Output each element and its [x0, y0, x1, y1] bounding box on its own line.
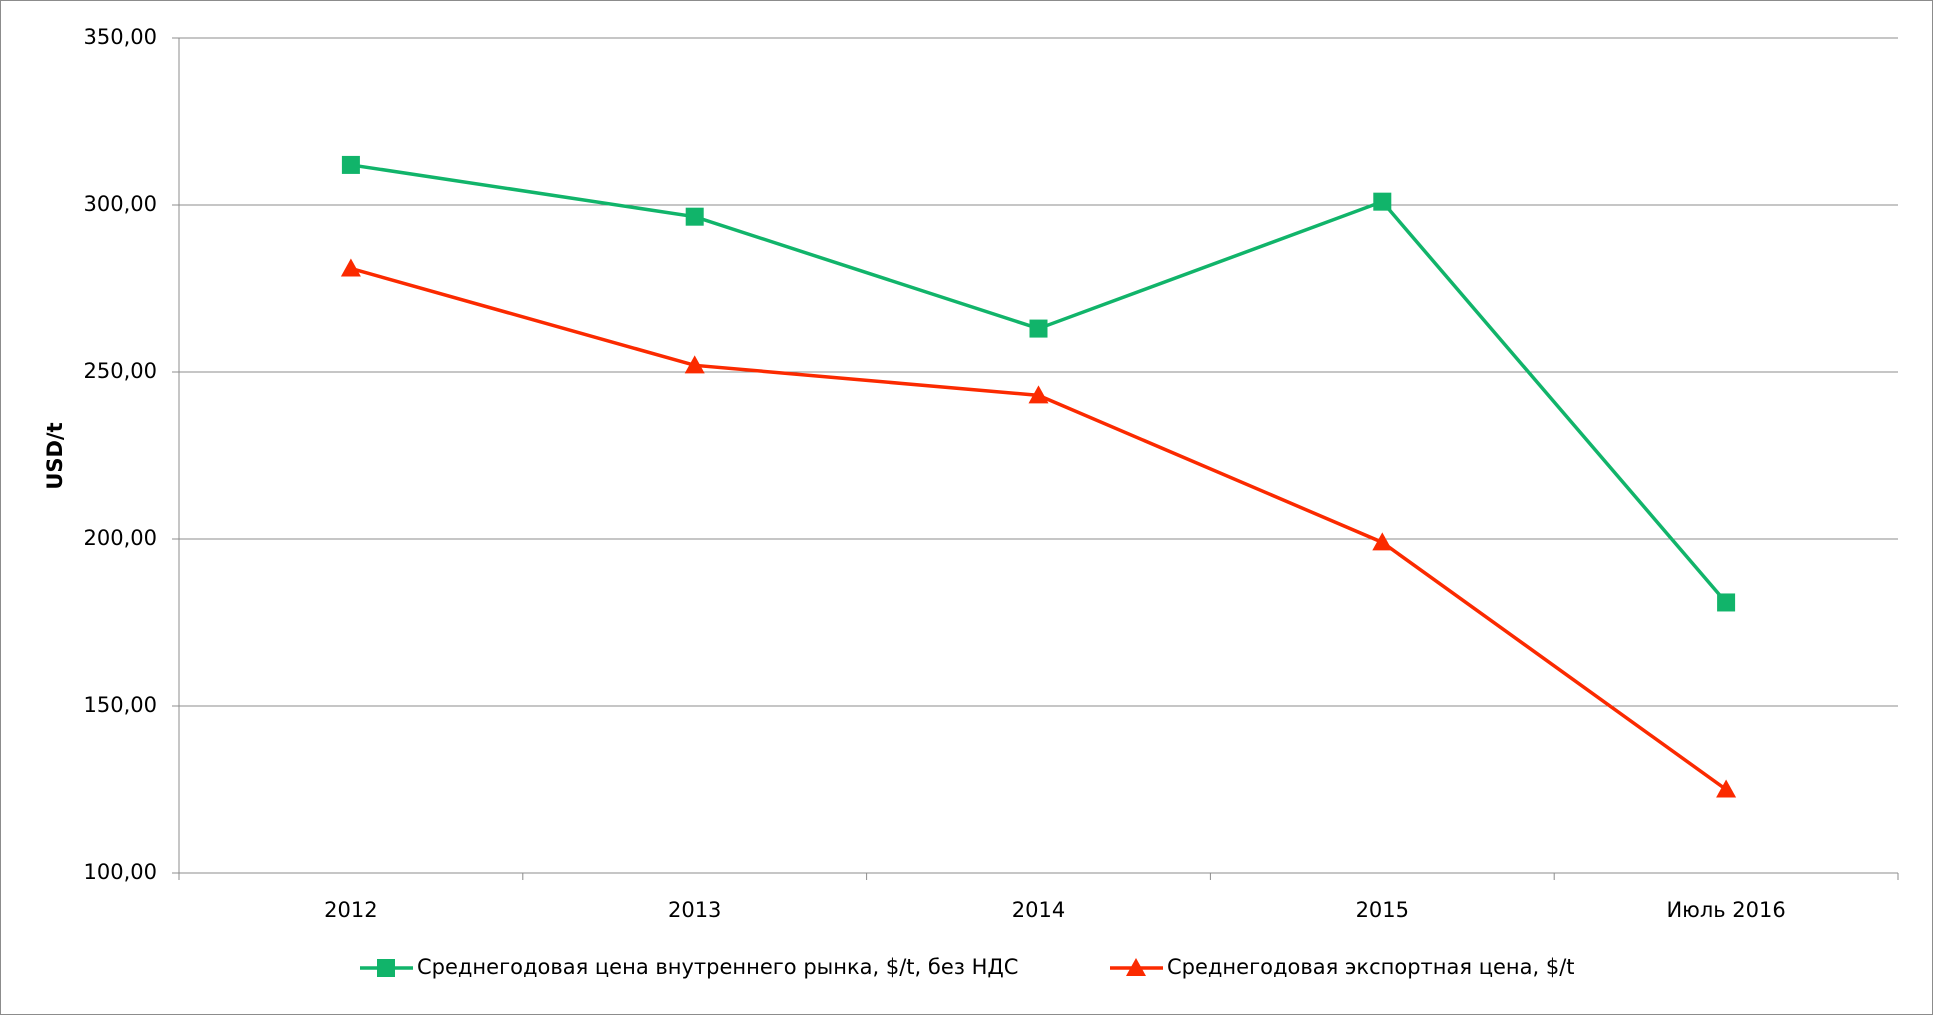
- legend-label: Среднегодовая цена внутреннего рынка, $/…: [417, 955, 1018, 979]
- x-tick-label: Июль 2016: [1666, 898, 1785, 922]
- y-tick-label: 350,00: [84, 25, 157, 49]
- y-tick-label: 200,00: [84, 526, 157, 550]
- data-point: [1373, 192, 1392, 211]
- data-point: [1372, 532, 1393, 551]
- data-point: [341, 155, 360, 174]
- y-tick-label: 100,00: [84, 860, 157, 884]
- data-point: [1716, 779, 1737, 798]
- y-tick-label: 150,00: [84, 693, 157, 717]
- y-tick-label: 300,00: [84, 192, 157, 216]
- legend-marker: [377, 959, 395, 977]
- x-tick-label: 2012: [324, 898, 377, 922]
- y-axis-label: USD/t: [43, 422, 67, 489]
- data-point: [1029, 319, 1048, 338]
- x-tick-label: 2015: [1356, 898, 1409, 922]
- data-point: [685, 207, 704, 226]
- data-point: [340, 258, 361, 277]
- legend-label: Среднегодовая экспортная цена, $/t: [1167, 955, 1575, 979]
- data-point: [1717, 593, 1736, 612]
- legend-marker: [1126, 958, 1146, 976]
- x-tick-label: 2014: [1012, 898, 1065, 922]
- y-tick-label: 250,00: [84, 359, 157, 383]
- data-point: [684, 355, 705, 374]
- x-tick-label: 2013: [668, 898, 721, 922]
- data-point: [1028, 385, 1049, 404]
